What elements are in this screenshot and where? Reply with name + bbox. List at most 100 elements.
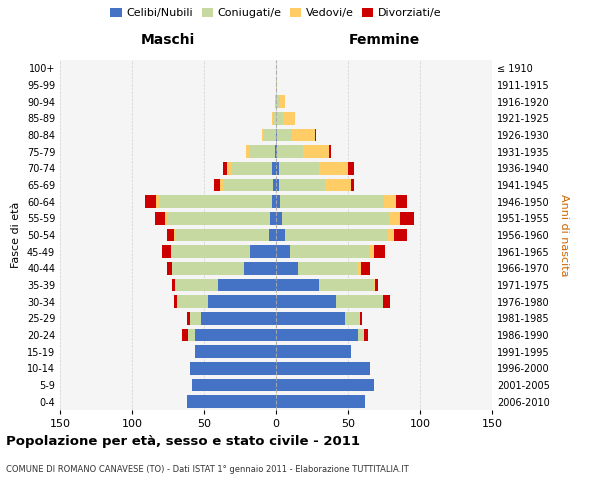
Bar — [196, 329, 276, 341]
Bar — [201, 312, 276, 324]
Bar — [188, 329, 196, 341]
Bar — [272, 162, 276, 174]
Bar — [361, 262, 370, 274]
Bar — [280, 196, 384, 208]
Bar — [276, 346, 351, 358]
Bar — [272, 112, 273, 124]
Bar — [196, 346, 276, 358]
Bar — [276, 246, 290, 258]
Bar — [280, 96, 284, 108]
Bar — [174, 229, 175, 241]
Bar — [390, 212, 400, 224]
Text: Popolazione per età, sesso e stato civile - 2011: Popolazione per età, sesso e stato civil… — [6, 435, 360, 448]
Bar — [223, 162, 227, 174]
Bar — [273, 179, 276, 192]
Bar — [370, 246, 374, 258]
Bar — [374, 279, 376, 291]
Bar — [319, 279, 374, 291]
Bar — [276, 379, 374, 391]
Bar — [218, 279, 276, 291]
Bar — [319, 162, 348, 174]
Bar — [165, 212, 167, 224]
Bar — [276, 162, 279, 174]
Legend: Celibi/Nubili, Coniugati/e, Vedovi/e, Divorziati/e: Celibi/Nubili, Coniugati/e, Vedovi/e, Di… — [108, 6, 444, 20]
Text: Maschi: Maschi — [141, 32, 195, 46]
Bar — [276, 229, 284, 241]
Bar — [364, 329, 368, 341]
Bar — [155, 212, 165, 224]
Bar — [276, 279, 319, 291]
Bar — [276, 296, 337, 308]
Bar — [269, 229, 276, 241]
Bar — [276, 196, 280, 208]
Bar — [276, 262, 298, 274]
Bar — [358, 329, 364, 341]
Bar — [187, 396, 276, 408]
Bar — [276, 129, 277, 141]
Bar — [279, 162, 319, 174]
Bar — [175, 229, 269, 241]
Bar — [394, 229, 407, 241]
Bar — [190, 362, 276, 374]
Bar — [232, 162, 272, 174]
Bar — [208, 296, 276, 308]
Bar — [272, 196, 276, 208]
Bar — [167, 262, 172, 274]
Bar — [276, 179, 279, 192]
Bar — [276, 79, 277, 92]
Bar — [276, 396, 365, 408]
Bar — [172, 279, 175, 291]
Bar — [276, 312, 345, 324]
Bar — [276, 146, 277, 158]
Bar — [388, 229, 394, 241]
Bar — [277, 129, 292, 141]
Bar — [246, 146, 248, 158]
Bar — [276, 112, 283, 124]
Bar — [275, 146, 276, 158]
Bar — [348, 162, 354, 174]
Text: Femmine: Femmine — [349, 32, 419, 46]
Bar — [167, 229, 174, 241]
Bar — [376, 279, 378, 291]
Bar — [358, 262, 361, 274]
Bar — [172, 262, 244, 274]
Bar — [279, 179, 325, 192]
Bar — [174, 296, 176, 308]
Bar — [187, 312, 190, 324]
Bar — [383, 296, 390, 308]
Y-axis label: Fasce di età: Fasce di età — [11, 202, 21, 268]
Bar — [276, 212, 282, 224]
Bar — [171, 246, 250, 258]
Bar — [277, 146, 304, 158]
Bar — [265, 129, 276, 141]
Bar — [276, 96, 280, 108]
Bar — [290, 246, 370, 258]
Bar — [345, 312, 359, 324]
Bar — [395, 196, 407, 208]
Bar — [248, 146, 275, 158]
Bar — [193, 379, 276, 391]
Bar — [275, 96, 276, 108]
Bar — [162, 246, 171, 258]
Bar — [250, 246, 276, 258]
Bar — [329, 146, 331, 158]
Bar — [220, 179, 223, 192]
Bar — [284, 229, 388, 241]
Bar — [337, 296, 383, 308]
Bar — [160, 196, 272, 208]
Bar — [276, 329, 358, 341]
Bar — [298, 262, 358, 274]
Bar — [223, 179, 273, 192]
Bar — [283, 112, 295, 124]
Bar — [190, 312, 201, 324]
Bar — [374, 246, 385, 258]
Bar — [315, 129, 316, 141]
Bar — [244, 262, 276, 274]
Bar — [273, 112, 276, 124]
Bar — [325, 179, 351, 192]
Bar — [276, 362, 370, 374]
Bar — [384, 196, 395, 208]
Bar — [175, 279, 218, 291]
Y-axis label: Anni di nascita: Anni di nascita — [559, 194, 569, 276]
Bar — [262, 129, 265, 141]
